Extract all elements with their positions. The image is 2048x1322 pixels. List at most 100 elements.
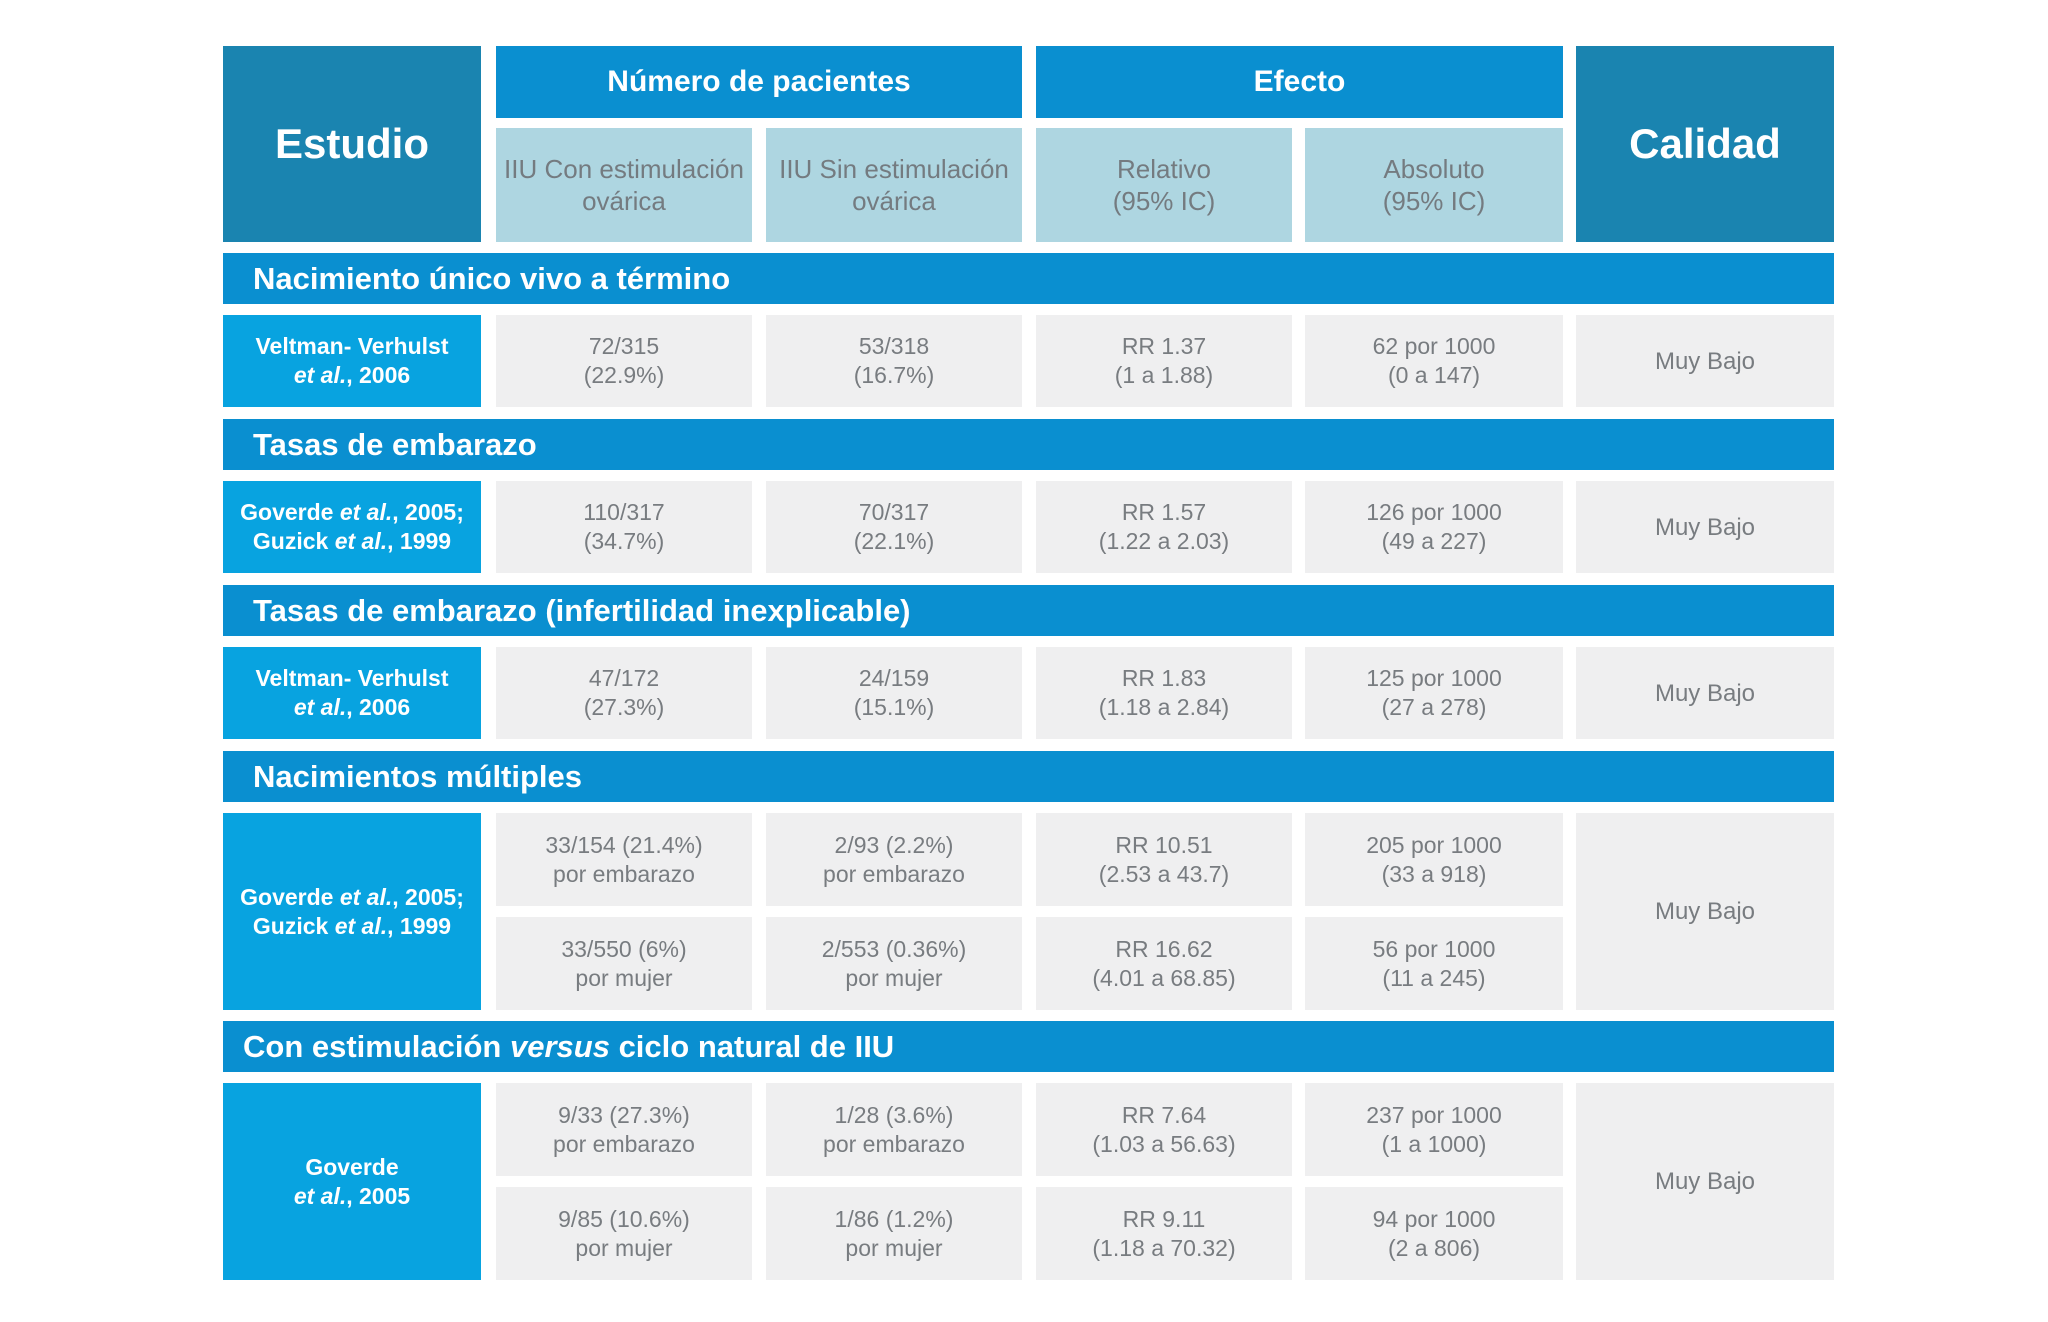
sin-estimulacion-cell: 1/28 (3.6%) por embarazo	[766, 1083, 1022, 1176]
absoluto-cell-line: 205 por 1000	[1366, 831, 1502, 858]
study-citation-line-part: , 2005	[346, 1182, 411, 1209]
section-title-bar: Tasas de embarazo (infertilidad inexplic…	[223, 585, 1834, 636]
calidad-header: Calidad	[1576, 46, 1834, 242]
sin-estimulacion-cell-line: (15.1%)	[853, 694, 935, 720]
study-citation-line: et al., 2006	[294, 693, 410, 722]
relativo-cell: RR 1.37 (1 a 1.88)	[1036, 315, 1292, 407]
con-estimulacion-cell-line: 47/172	[588, 665, 660, 691]
study-citation-line-part: et al.	[334, 528, 388, 554]
sin-estimulacion-cell: 70/317 (22.1%)	[766, 481, 1022, 573]
con-estimulacion-header-line: ovárica	[582, 186, 666, 216]
sin-estimulacion-cell: 2/93 (2.2%) por embarazo	[766, 813, 1022, 906]
absoluto-cell: 62 por 1000 (0 a 147)	[1305, 315, 1563, 407]
absoluto-cell-line: 62 por 1000	[1372, 333, 1496, 359]
study-citation-line: Veltman- Verhulst	[255, 332, 448, 361]
section-title-bar: Tasas de embarazo	[223, 419, 1834, 470]
study-citation-line-part: et al.	[339, 883, 393, 910]
quality-cell: Muy Bajo	[1576, 315, 1834, 407]
study-citation-line: Guzick et al., 1999	[253, 527, 451, 556]
absoluto-cell-line: (0 a 147)	[1387, 362, 1481, 388]
study-citation-cell: Goverde et al., 2005	[223, 1083, 481, 1280]
sin-estimulacion-cell-line: 2/93 (2.2%)	[834, 831, 954, 858]
absoluto-cell-line: 94 por 1000	[1372, 1205, 1496, 1232]
study-citation-line: Goverde et al., 2005;	[240, 498, 464, 527]
study-citation-cell: Goverde et al., 2005; Guzick et al., 1999	[223, 813, 481, 1010]
study-citation-cell: Veltman- Verhulst et al., 2006	[223, 647, 481, 739]
study-citation-line: Veltman- Verhulst	[255, 664, 448, 693]
sin-estimulacion-cell: 24/159 (15.1%)	[766, 647, 1022, 739]
study-citation-line: et al., 2005	[294, 1182, 410, 1211]
con-estimulacion-cell-line: por mujer	[575, 964, 673, 991]
sin-estimulacion-cell-line: 2/553 (0.36%)	[821, 935, 967, 962]
con-estimulacion-cell-line: 110/317	[583, 499, 665, 525]
absoluto-cell-line: (1 a 1000)	[1381, 1130, 1487, 1157]
quality-cell: Muy Bajo	[1576, 1083, 1834, 1280]
con-estimulacion-cell-line: 33/154 (21.4%)	[545, 831, 703, 858]
section-title: Con estimulación versus ciclo natural de…	[243, 1029, 894, 1065]
relativo-cell: RR 9.11 (1.18 a 70.32)	[1036, 1187, 1292, 1280]
section-title-part: ciclo natural de IIU	[609, 1028, 895, 1064]
study-citation-line-part: Guzick	[252, 912, 335, 939]
relativo-cell-line: RR 1.37	[1121, 333, 1207, 359]
absoluto-cell: 125 por 1000 (27 a 278)	[1305, 647, 1563, 739]
study-citation-line-part: et al.	[293, 362, 347, 388]
sin-estimulacion-cell-line: 70/317	[858, 499, 930, 525]
study-citation-line-part: et al.	[334, 912, 388, 939]
study-citation-line: Goverde	[305, 1153, 398, 1182]
quality-cell: Muy Bajo	[1576, 647, 1834, 739]
relativo-header-line: (95% IC)	[1112, 186, 1216, 216]
calidad-header-label: Calidad	[1629, 120, 1781, 167]
sin-estimulacion-header: IIU Sin estimulación ovárica	[766, 128, 1022, 242]
study-citation-line-part: et al.	[339, 499, 393, 525]
relativo-cell-line: (1 a 1.88)	[1114, 362, 1214, 388]
con-estimulacion-cell-line: 9/33 (27.3%)	[558, 1101, 690, 1128]
absoluto-cell-line: (49 a 227)	[1381, 528, 1487, 554]
sin-estimulacion-cell-line: por embarazo	[823, 1130, 965, 1157]
study-citation-line-part: Goverde	[305, 1153, 399, 1180]
sin-estimulacion-cell-line: (16.7%)	[853, 362, 935, 388]
study-citation-line-part: , 1999	[387, 528, 452, 554]
efecto-label: Efecto	[1253, 65, 1346, 98]
quality-cell: Muy Bajo	[1576, 481, 1834, 573]
relativo-cell-line: RR 10.51	[1115, 831, 1213, 858]
absoluto-cell-line: 126 por 1000	[1366, 499, 1502, 525]
relativo-cell: RR 1.57 (1.22 a 2.03)	[1036, 481, 1292, 573]
quality-cell: Muy Bajo	[1576, 813, 1834, 1010]
section-title-bar: Con estimulación versus ciclo natural de…	[223, 1021, 1834, 1072]
sin-estimulacion-cell: 2/553 (0.36%) por mujer	[766, 917, 1022, 1010]
relativo-cell: RR 1.83 (1.18 a 2.84)	[1036, 647, 1292, 739]
sin-estimulacion-cell-line: 24/159	[858, 665, 930, 691]
con-estimulacion-cell-line: 9/85 (10.6%)	[558, 1205, 690, 1232]
absoluto-cell-line: 237 por 1000	[1366, 1101, 1502, 1128]
study-citation-line-part: et al.	[293, 694, 347, 720]
quality-value: Muy Bajo	[1654, 1168, 1756, 1195]
study-citation-line: Guzick et al., 1999	[253, 912, 451, 941]
relativo-cell-line: RR 1.83	[1121, 665, 1207, 691]
relativo-cell-line: (4.01 a 68.85)	[1092, 964, 1236, 991]
study-citation-line: Goverde et al., 2005;	[240, 883, 464, 912]
absoluto-cell-line: 56 por 1000	[1372, 935, 1496, 962]
relativo-cell-line: RR 9.11	[1122, 1205, 1206, 1232]
section-title-part: Con estimulación	[243, 1028, 510, 1064]
relativo-cell: RR 7.64 (1.03 a 56.63)	[1036, 1083, 1292, 1176]
sin-estimulacion-cell: 1/86 (1.2%) por mujer	[766, 1187, 1022, 1280]
absoluto-header-line: (95% IC)	[1382, 186, 1486, 216]
con-estimulacion-cell: 47/172 (27.3%)	[496, 647, 752, 739]
sin-estimulacion-cell-line: 53/318	[858, 333, 930, 359]
relativo-cell-line: RR 7.64	[1121, 1101, 1207, 1128]
con-estimulacion-header-line: IIU Con estimulación	[504, 154, 744, 184]
relativo-cell-line: (1.03 a 56.63)	[1092, 1130, 1236, 1157]
estudio-header: Estudio	[223, 46, 481, 242]
sin-estimulacion-header-line: IIU Sin estimulación	[779, 154, 1009, 184]
absoluto-cell-line: 125 por 1000	[1366, 665, 1502, 691]
sin-estimulacion-header-line: ovárica	[852, 186, 936, 216]
sin-estimulacion-cell: 53/318 (16.7%)	[766, 315, 1022, 407]
con-estimulacion-cell: 9/85 (10.6%) por mujer	[496, 1187, 752, 1280]
relativo-cell-line: (2.53 a 43.7)	[1098, 860, 1230, 887]
sin-estimulacion-cell-line: 1/28 (3.6%)	[834, 1101, 954, 1128]
con-estimulacion-header: IIU Con estimulación ovárica	[496, 128, 752, 242]
study-citation-line-part: , 2005;	[392, 883, 464, 910]
sin-estimulacion-cell-line: (22.1%)	[853, 528, 935, 554]
study-citation-line-part: Goverde	[240, 883, 340, 910]
efecto-header: Efecto	[1036, 46, 1563, 118]
